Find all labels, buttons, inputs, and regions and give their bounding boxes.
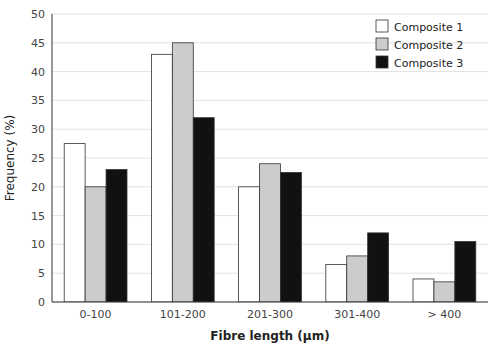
y-tick-label: 25 (31, 152, 45, 165)
x-axis-label: Fibre length (μm) (210, 329, 329, 343)
grid-line (52, 158, 488, 159)
grid-line (52, 302, 488, 303)
y-tick-label: 10 (31, 238, 45, 251)
y-tick-label: 20 (31, 181, 45, 194)
grid (52, 14, 488, 302)
x-tick-label: 301-400 (334, 308, 380, 321)
legend-swatch (376, 56, 388, 68)
y-tick-label: 50 (31, 8, 45, 21)
bar (413, 279, 434, 302)
bar (368, 233, 389, 302)
bar (434, 282, 455, 302)
chart-container: 0 5 10 15 20 25 30 35 40 45 50 0-100 101-200 201-300 3… (0, 0, 500, 348)
y-axis-label: Frequency (%) (3, 115, 17, 202)
legend-label: Composite 3 (394, 57, 463, 70)
legend-label: Composite 1 (394, 21, 463, 34)
bar (106, 170, 127, 302)
x-axis-line (52, 302, 488, 303)
bar (151, 54, 172, 302)
legend-swatch (376, 20, 388, 32)
y-axis-line (52, 14, 53, 302)
bar (455, 242, 476, 302)
legend-swatch (376, 38, 388, 50)
x-tick-label: > 400 (428, 308, 462, 321)
y-tick-label: 45 (31, 37, 45, 50)
bar (280, 172, 301, 302)
bar (64, 144, 85, 302)
y-tick-label: 15 (31, 210, 45, 223)
chart-svg: 0 5 10 15 20 25 30 35 40 45 50 0-100 101-200 201-300 3… (0, 0, 500, 348)
bar (347, 256, 368, 302)
bar (85, 187, 106, 302)
bar (193, 118, 214, 302)
grid-line (52, 14, 488, 15)
bar (260, 164, 281, 302)
y-tick-label: 5 (38, 267, 45, 280)
grid-line (52, 129, 488, 130)
y-tick-label: 0 (38, 296, 45, 309)
bar (172, 43, 193, 302)
bars (64, 43, 476, 302)
bar (326, 265, 347, 302)
y-tick-label: 35 (31, 94, 45, 107)
legend-label: Composite 2 (394, 39, 463, 52)
x-tick-label: 0-100 (80, 308, 112, 321)
grid-line (52, 100, 488, 101)
x-tick-label: 101-200 (160, 308, 206, 321)
legend: Composite 1 Composite 2 Composite 3 (376, 20, 463, 70)
bar (239, 187, 260, 302)
x-tick-label: 201-300 (247, 308, 293, 321)
y-tick-label: 30 (31, 123, 45, 136)
grid-line (52, 71, 488, 72)
y-tick-label: 40 (31, 66, 45, 79)
